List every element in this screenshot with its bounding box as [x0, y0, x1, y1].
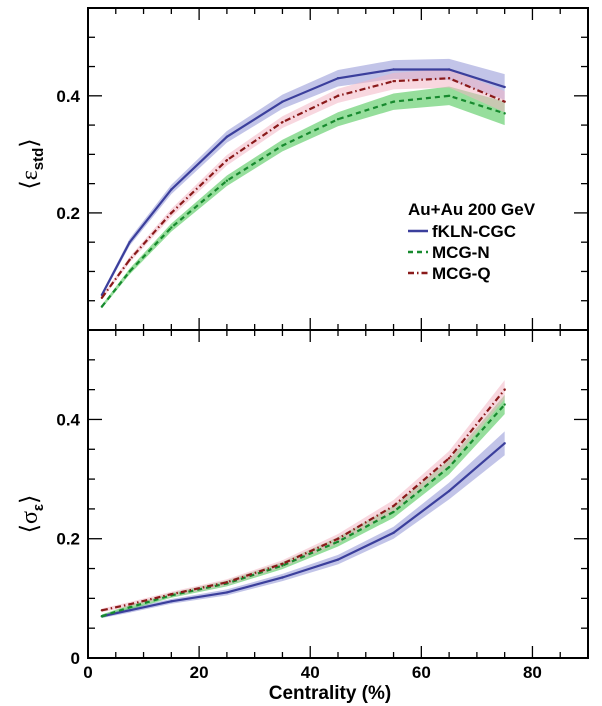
data-point [336, 94, 340, 98]
data-point [170, 592, 173, 596]
data-point [336, 77, 340, 80]
legend-entry: MCG-N [432, 243, 490, 262]
data-point [128, 609, 131, 612]
y-tick-label: 0.4 [56, 410, 80, 429]
bottom-panel: 0 0.2 0.4 0 20 40 60 80 Centrality (%) ⟨σε⟩ [17, 329, 589, 704]
data-point [447, 489, 451, 493]
legend: Au+Au 200 GeV fKLN-CGC MCG-N MCG-Q [408, 200, 536, 283]
data-point [128, 258, 131, 261]
y-tick-label: 0.4 [56, 87, 80, 106]
data-point [100, 609, 104, 612]
data-point [336, 537, 340, 540]
data-point [392, 68, 395, 71]
data-point [225, 591, 229, 594]
series-line-mcg-q [101, 388, 506, 612]
data-point [392, 100, 395, 103]
data-point [447, 68, 451, 71]
data-point [503, 442, 506, 445]
legend-title: Au+Au 200 GeV [408, 200, 536, 219]
x-tick-label: 40 [301, 663, 320, 682]
data-point [225, 179, 229, 182]
data-point [336, 558, 340, 561]
data-point [503, 112, 506, 115]
data-point [447, 457, 451, 460]
x-tick-label: 0 [83, 663, 92, 682]
y-tick-label: 0 [71, 649, 80, 668]
data-point [392, 79, 395, 83]
data-point [281, 100, 284, 103]
y-tick-label: 0.2 [56, 204, 80, 223]
data-point [503, 100, 506, 103]
data-point [281, 576, 284, 579]
data-point [128, 270, 131, 273]
series-line-mcg-n [101, 403, 506, 618]
legend-entry: MCG-Q [432, 264, 491, 283]
data-point [225, 135, 229, 138]
data-point [128, 240, 131, 244]
data-point [100, 305, 104, 308]
data-point [392, 510, 395, 514]
data-point [447, 465, 451, 469]
data-point [225, 159, 229, 162]
band-mcg-n [101, 395, 505, 619]
data-point [503, 403, 506, 406]
data-point [336, 118, 340, 121]
data-point [281, 120, 284, 124]
x-tick-label: 80 [523, 663, 542, 682]
data-point [447, 77, 451, 80]
plot-frame [87, 7, 589, 331]
y-axis-title: ⟨εstd⟩ [17, 138, 47, 189]
data-point [100, 615, 104, 618]
data-point [503, 85, 506, 89]
band-mcg-q [101, 68, 505, 300]
data-point [225, 581, 229, 584]
top-panel: 0.2 0.4 ⟨εstd⟩ Au+Au 200 GeV fKLN-CGC MCG-N MC… [17, 7, 589, 331]
data-point [170, 211, 173, 215]
data-point [447, 94, 451, 98]
data-point [392, 531, 395, 534]
y-axis-title: ⟨σε⟩ [17, 495, 47, 534]
series-line-mcg-q [101, 77, 506, 299]
data-point [336, 540, 340, 543]
data-point [170, 188, 173, 191]
band-mcg-n [101, 86, 505, 309]
data-point [392, 504, 395, 508]
data-point [128, 606, 131, 609]
plot-frame [87, 329, 589, 659]
data-point [503, 388, 506, 391]
data-point [281, 144, 284, 147]
data-point [170, 226, 173, 229]
data-point [281, 562, 284, 565]
x-tick-label: 60 [412, 663, 431, 682]
x-axis-title: Centrality (%) [269, 683, 391, 704]
data-point [128, 603, 131, 606]
x-tick-label: 20 [190, 663, 209, 682]
y-tick-label: 0.2 [56, 530, 80, 549]
data-point [170, 600, 173, 603]
legend-entry: fKLN-CGC [432, 222, 516, 241]
data-point [100, 296, 104, 299]
